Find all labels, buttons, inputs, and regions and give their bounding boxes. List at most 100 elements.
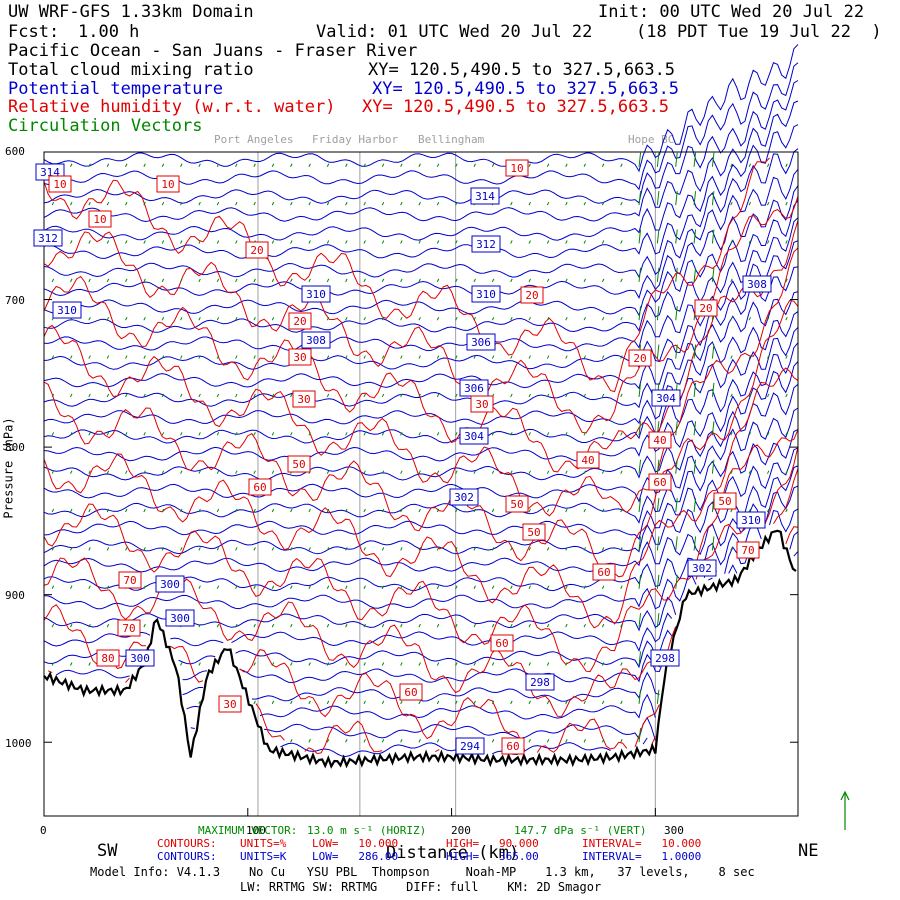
field-theta-xy: XY= 120.5,490.5 to 327.5,663.5 [372,79,680,99]
rh-label-box [288,348,312,366]
vector [326,623,330,628]
vector [601,508,605,513]
vector [253,700,256,705]
vector [491,585,495,589]
rh-label: 60 [253,481,266,494]
vector [345,547,348,551]
vector [528,738,531,743]
vector [125,240,128,244]
vector [546,240,550,244]
vector [455,508,458,513]
rh-label: 10 [510,162,523,175]
vector [326,355,330,359]
vector [620,662,623,666]
vector [766,240,770,244]
vector [253,393,256,398]
vector [400,738,403,743]
vector [106,393,110,398]
vector [583,623,586,628]
vector [51,623,55,628]
vector [565,355,568,359]
vector [70,240,73,244]
init-time: Init: 00 UTC Wed 20 Jul 22 [598,2,865,22]
vector [70,662,73,666]
vector [51,662,55,666]
vector [693,152,697,167]
vector [363,393,366,398]
vector [528,508,531,513]
vector [51,470,55,474]
theta-contour [43,199,799,317]
vector [491,623,495,628]
vector [675,229,678,244]
vector [601,662,605,666]
rh-label-box [287,455,311,473]
vector [308,432,311,436]
vector [473,662,476,666]
vector [418,316,421,321]
vector [216,470,220,474]
vector [253,662,256,666]
vector [748,240,752,244]
vector [656,497,660,513]
vector [601,355,605,359]
vector [381,585,385,589]
vector [473,547,476,551]
vector [345,240,348,244]
vector [400,393,403,398]
vector [290,240,293,244]
vector [235,432,238,436]
vector [675,344,678,359]
vector [473,585,476,589]
vector [253,278,256,283]
rh-label: 80 [101,652,114,665]
rh-label: 30 [297,393,310,406]
vector [785,316,788,321]
vector [491,278,495,283]
theta-contour [43,44,799,173]
vector [345,393,348,398]
vector [455,547,458,551]
vector [565,163,568,167]
vector [271,700,275,705]
vector [510,470,513,474]
rh-label-box [245,241,269,259]
vector [528,163,531,167]
vector [546,700,550,705]
vector [400,508,403,513]
vector [656,229,660,244]
vector [583,700,586,705]
rh-contour [47,526,799,755]
vector [271,355,275,359]
right-direction: NE [798,841,819,861]
vector [510,662,513,666]
vector [161,432,165,436]
rh-label-box [501,737,525,755]
vector [88,355,91,359]
vector [235,278,238,283]
vector [418,738,421,743]
vector [418,470,421,474]
vector [70,585,73,589]
vector [730,201,733,206]
y-tick-label: 800 [5,441,25,454]
vector [620,393,623,398]
vector [601,547,605,551]
vector [675,267,678,282]
vector [363,547,366,551]
vector [198,700,201,705]
y-tick-label: 700 [5,294,25,307]
vector [290,508,293,513]
vector [125,470,128,474]
vector [583,508,586,513]
vector [528,700,531,705]
axis-ticks [43,151,798,816]
vector [363,278,366,283]
vector [766,432,770,436]
vector [143,278,146,283]
vector [766,201,770,206]
vector [711,191,715,206]
theta-label: 314 [475,190,495,203]
vector [308,240,311,244]
